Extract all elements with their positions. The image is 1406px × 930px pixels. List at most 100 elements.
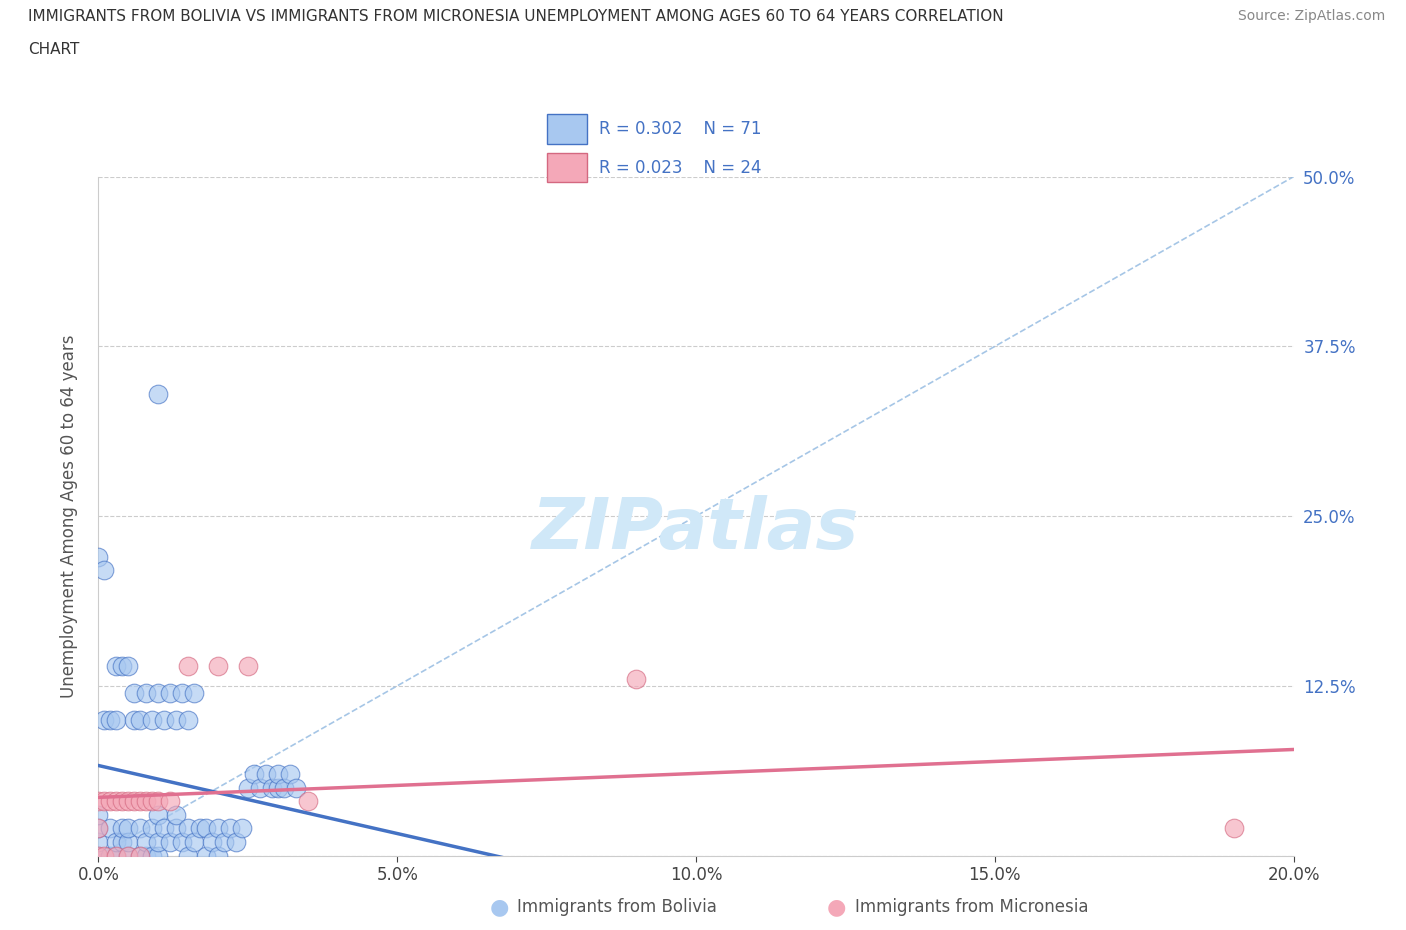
Point <box>225 834 247 849</box>
Point <box>195 821 218 836</box>
Point <box>153 821 176 836</box>
Point <box>183 834 205 849</box>
Point <box>105 848 128 863</box>
Point <box>117 658 139 673</box>
Point <box>236 658 259 673</box>
Y-axis label: Unemployment Among Ages 60 to 64 years: Unemployment Among Ages 60 to 64 years <box>59 335 77 698</box>
Point <box>100 712 122 727</box>
Text: Immigrants from Micronesia: Immigrants from Micronesia <box>855 897 1088 916</box>
Point <box>236 780 259 795</box>
Point <box>87 794 110 809</box>
Point <box>111 821 134 836</box>
Point <box>165 807 187 822</box>
Point <box>183 685 205 700</box>
Point <box>1223 821 1246 836</box>
Point <box>153 712 176 727</box>
Text: R = 0.023    N = 24: R = 0.023 N = 24 <box>599 159 762 177</box>
Point <box>212 834 235 849</box>
Text: ●: ● <box>489 897 509 917</box>
Point <box>148 848 170 863</box>
Point <box>117 821 139 836</box>
Point <box>159 794 181 809</box>
Point <box>141 794 163 809</box>
Point <box>177 658 200 673</box>
Point <box>260 780 283 795</box>
Point <box>159 834 181 849</box>
Point <box>129 712 152 727</box>
Point <box>87 550 110 565</box>
Point <box>148 387 170 402</box>
Point <box>297 794 319 809</box>
Point <box>273 780 295 795</box>
Point <box>117 848 139 863</box>
Point <box>254 766 277 781</box>
Point <box>100 848 122 863</box>
Point <box>87 821 110 836</box>
Point <box>129 794 152 809</box>
Point <box>141 848 163 863</box>
Point <box>231 821 253 836</box>
Point <box>129 848 152 863</box>
Point <box>93 794 115 809</box>
Point <box>626 671 648 686</box>
Point <box>165 821 187 836</box>
Point <box>124 685 146 700</box>
Point <box>100 794 122 809</box>
Point <box>100 821 122 836</box>
Point <box>129 848 152 863</box>
Point <box>129 821 152 836</box>
Point <box>201 834 224 849</box>
Text: R = 0.302    N = 71: R = 0.302 N = 71 <box>599 120 762 139</box>
Point <box>117 848 139 863</box>
Text: IMMIGRANTS FROM BOLIVIA VS IMMIGRANTS FROM MICRONESIA UNEMPLOYMENT AMONG AGES 60: IMMIGRANTS FROM BOLIVIA VS IMMIGRANTS FR… <box>28 9 1004 24</box>
Point <box>105 712 128 727</box>
Bar <box>547 153 586 182</box>
Text: CHART: CHART <box>28 42 80 57</box>
Point <box>117 834 139 849</box>
Point <box>148 807 170 822</box>
Point <box>278 766 301 781</box>
Point <box>135 834 157 849</box>
Point <box>105 658 128 673</box>
Point <box>87 834 110 849</box>
Point <box>135 848 157 863</box>
Point <box>124 712 146 727</box>
Text: ●: ● <box>827 897 846 917</box>
Point <box>148 794 170 809</box>
Point <box>172 685 194 700</box>
Point <box>111 834 134 849</box>
Point <box>111 658 134 673</box>
Point <box>93 848 115 863</box>
Point <box>111 794 134 809</box>
Point <box>105 848 128 863</box>
Point <box>141 712 163 727</box>
Point <box>141 821 163 836</box>
Point <box>207 821 229 836</box>
Point <box>172 834 194 849</box>
Point <box>135 794 157 809</box>
Point <box>87 821 110 836</box>
Text: ZIPatlas: ZIPatlas <box>533 496 859 565</box>
Point <box>105 834 128 849</box>
Point <box>148 685 170 700</box>
Point <box>148 834 170 849</box>
Bar <box>547 114 586 144</box>
Point <box>284 780 307 795</box>
Point <box>165 712 187 727</box>
Point <box>249 780 271 795</box>
Point <box>243 766 266 781</box>
Point <box>124 794 146 809</box>
Point <box>267 766 290 781</box>
Point <box>207 848 229 863</box>
Point <box>188 821 211 836</box>
Point <box>267 780 290 795</box>
Point <box>177 848 200 863</box>
Point <box>219 821 242 836</box>
Point <box>117 794 139 809</box>
Point <box>93 563 115 578</box>
Point <box>177 821 200 836</box>
Point <box>135 685 157 700</box>
Point <box>87 807 110 822</box>
Point <box>159 685 181 700</box>
Point <box>105 794 128 809</box>
